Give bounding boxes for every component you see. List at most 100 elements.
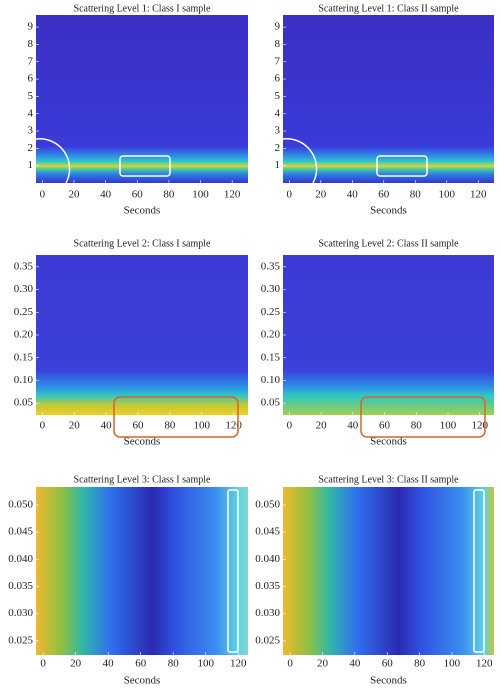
panel-title: Scattering Level 3: Class II sample <box>318 474 459 485</box>
x-tick-label: 20 <box>317 658 329 670</box>
y-tick-label: 0.040 <box>8 553 33 565</box>
x-axis-label: Seconds <box>370 675 407 687</box>
highlight-circle <box>35 138 71 184</box>
highlight-box <box>376 155 428 177</box>
x-tick-label: 60 <box>378 189 390 201</box>
heatmap <box>283 487 494 655</box>
x-tick-label: 80 <box>168 658 180 670</box>
x-tick-label: 40 <box>101 420 113 432</box>
y-tick-label: 5 <box>275 90 281 102</box>
x-axis-label: Seconds <box>124 205 161 217</box>
x-tick-label: 100 <box>192 189 209 201</box>
x-tick-label: 20 <box>69 420 81 432</box>
x-tick-label: 20 <box>316 420 328 432</box>
x-tick-label: 80 <box>414 658 426 670</box>
x-tick-label: 60 <box>382 658 394 670</box>
x-tick-label: 40 <box>100 189 112 201</box>
x-tick-label: 60 <box>132 189 144 201</box>
y-tick-label: 7 <box>28 55 34 67</box>
x-tick-label: 20 <box>315 189 327 201</box>
x-axis-label: Seconds <box>370 205 407 217</box>
highlight-box <box>227 489 239 653</box>
x-axis-label: Seconds <box>370 436 407 448</box>
x-tick-label: 0 <box>40 658 46 670</box>
x-tick-label: 20 <box>68 189 80 201</box>
y-tick-label: 0.30 <box>261 283 281 295</box>
x-tick-label: 0 <box>287 658 293 670</box>
y-tick-label: 4 <box>275 107 281 119</box>
highlight-box <box>473 489 485 653</box>
x-tick-label: 80 <box>163 189 175 201</box>
y-tick-label: 9 <box>275 21 281 33</box>
y-tick-label: 0.030 <box>8 607 33 619</box>
y-tick-label: 0.15 <box>261 351 281 363</box>
y-tick-label: 6 <box>275 73 281 85</box>
x-tick-label: 60 <box>133 420 145 432</box>
y-tick-label: 4 <box>28 107 34 119</box>
x-tick-label: 40 <box>349 658 361 670</box>
y-tick-label: 0.10 <box>261 374 281 386</box>
y-tick-label: 0.05 <box>261 397 281 409</box>
y-tick-label: 0.25 <box>14 306 34 318</box>
highlight-circle <box>282 138 318 184</box>
y-tick-label: 1 <box>28 159 34 171</box>
x-tick-label: 20 <box>70 658 82 670</box>
highlight-box <box>113 396 239 438</box>
y-tick-label: 3 <box>28 125 34 137</box>
x-tick-label: 100 <box>444 658 461 670</box>
heatmap <box>36 15 248 183</box>
heatmap <box>283 15 494 183</box>
y-tick-label: 7 <box>275 55 281 67</box>
x-axis-label: Seconds <box>124 436 161 448</box>
highlight-box <box>360 396 486 438</box>
heatmap <box>283 255 494 415</box>
y-tick-label: 0.025 <box>8 634 33 646</box>
y-tick-label: 0.30 <box>14 283 34 295</box>
y-tick-label: 8 <box>28 38 34 50</box>
y-tick-label: 0.050 <box>255 498 280 510</box>
y-tick-label: 0.20 <box>261 329 281 341</box>
x-tick-label: 0 <box>287 189 293 201</box>
y-tick-label: 1 <box>275 159 281 171</box>
x-tick-label: 40 <box>103 658 115 670</box>
x-tick-label: 120 <box>230 658 247 670</box>
y-tick-label: 0.025 <box>255 634 280 646</box>
x-tick-label: 60 <box>379 420 391 432</box>
heatmap <box>36 255 248 415</box>
y-tick-label: 0.35 <box>261 260 281 272</box>
x-axis-label: Seconds <box>124 675 161 687</box>
x-tick-label: 100 <box>440 420 457 432</box>
x-tick-label: 0 <box>287 420 293 432</box>
x-tick-label: 80 <box>164 420 176 432</box>
x-tick-label: 0 <box>40 189 46 201</box>
y-tick-label: 0.045 <box>8 526 33 538</box>
x-tick-label: 60 <box>135 658 147 670</box>
panel-title: Scattering Level 1: Class I sample <box>74 3 211 14</box>
y-tick-label: 0.05 <box>14 397 34 409</box>
y-tick-label: 0.20 <box>14 329 34 341</box>
heatmap <box>36 487 248 655</box>
x-tick-label: 100 <box>439 189 456 201</box>
panel-title: Scattering Level 2: Class I sample <box>74 238 211 249</box>
panel-title: Scattering Level 1: Class II sample <box>318 3 459 14</box>
panel-title: Scattering Level 2: Class II sample <box>318 238 459 249</box>
y-tick-label: 0.25 <box>261 306 281 318</box>
y-tick-label: 0.040 <box>255 553 280 565</box>
highlight-box <box>119 155 171 177</box>
y-tick-label: 0.10 <box>14 374 34 386</box>
y-tick-label: 0.035 <box>255 580 280 592</box>
x-tick-label: 120 <box>476 658 493 670</box>
x-tick-label: 120 <box>470 189 487 201</box>
x-tick-label: 80 <box>410 189 422 201</box>
y-tick-label: 2 <box>275 142 281 154</box>
y-tick-label: 5 <box>28 90 34 102</box>
y-tick-label: 0.030 <box>255 607 280 619</box>
x-tick-label: 40 <box>347 420 359 432</box>
y-tick-label: 0.15 <box>14 351 34 363</box>
y-tick-label: 9 <box>28 21 34 33</box>
x-tick-label: 120 <box>471 420 488 432</box>
y-tick-label: 8 <box>275 38 281 50</box>
x-tick-label: 100 <box>197 658 214 670</box>
x-tick-label: 120 <box>225 420 242 432</box>
x-tick-label: 0 <box>40 420 46 432</box>
